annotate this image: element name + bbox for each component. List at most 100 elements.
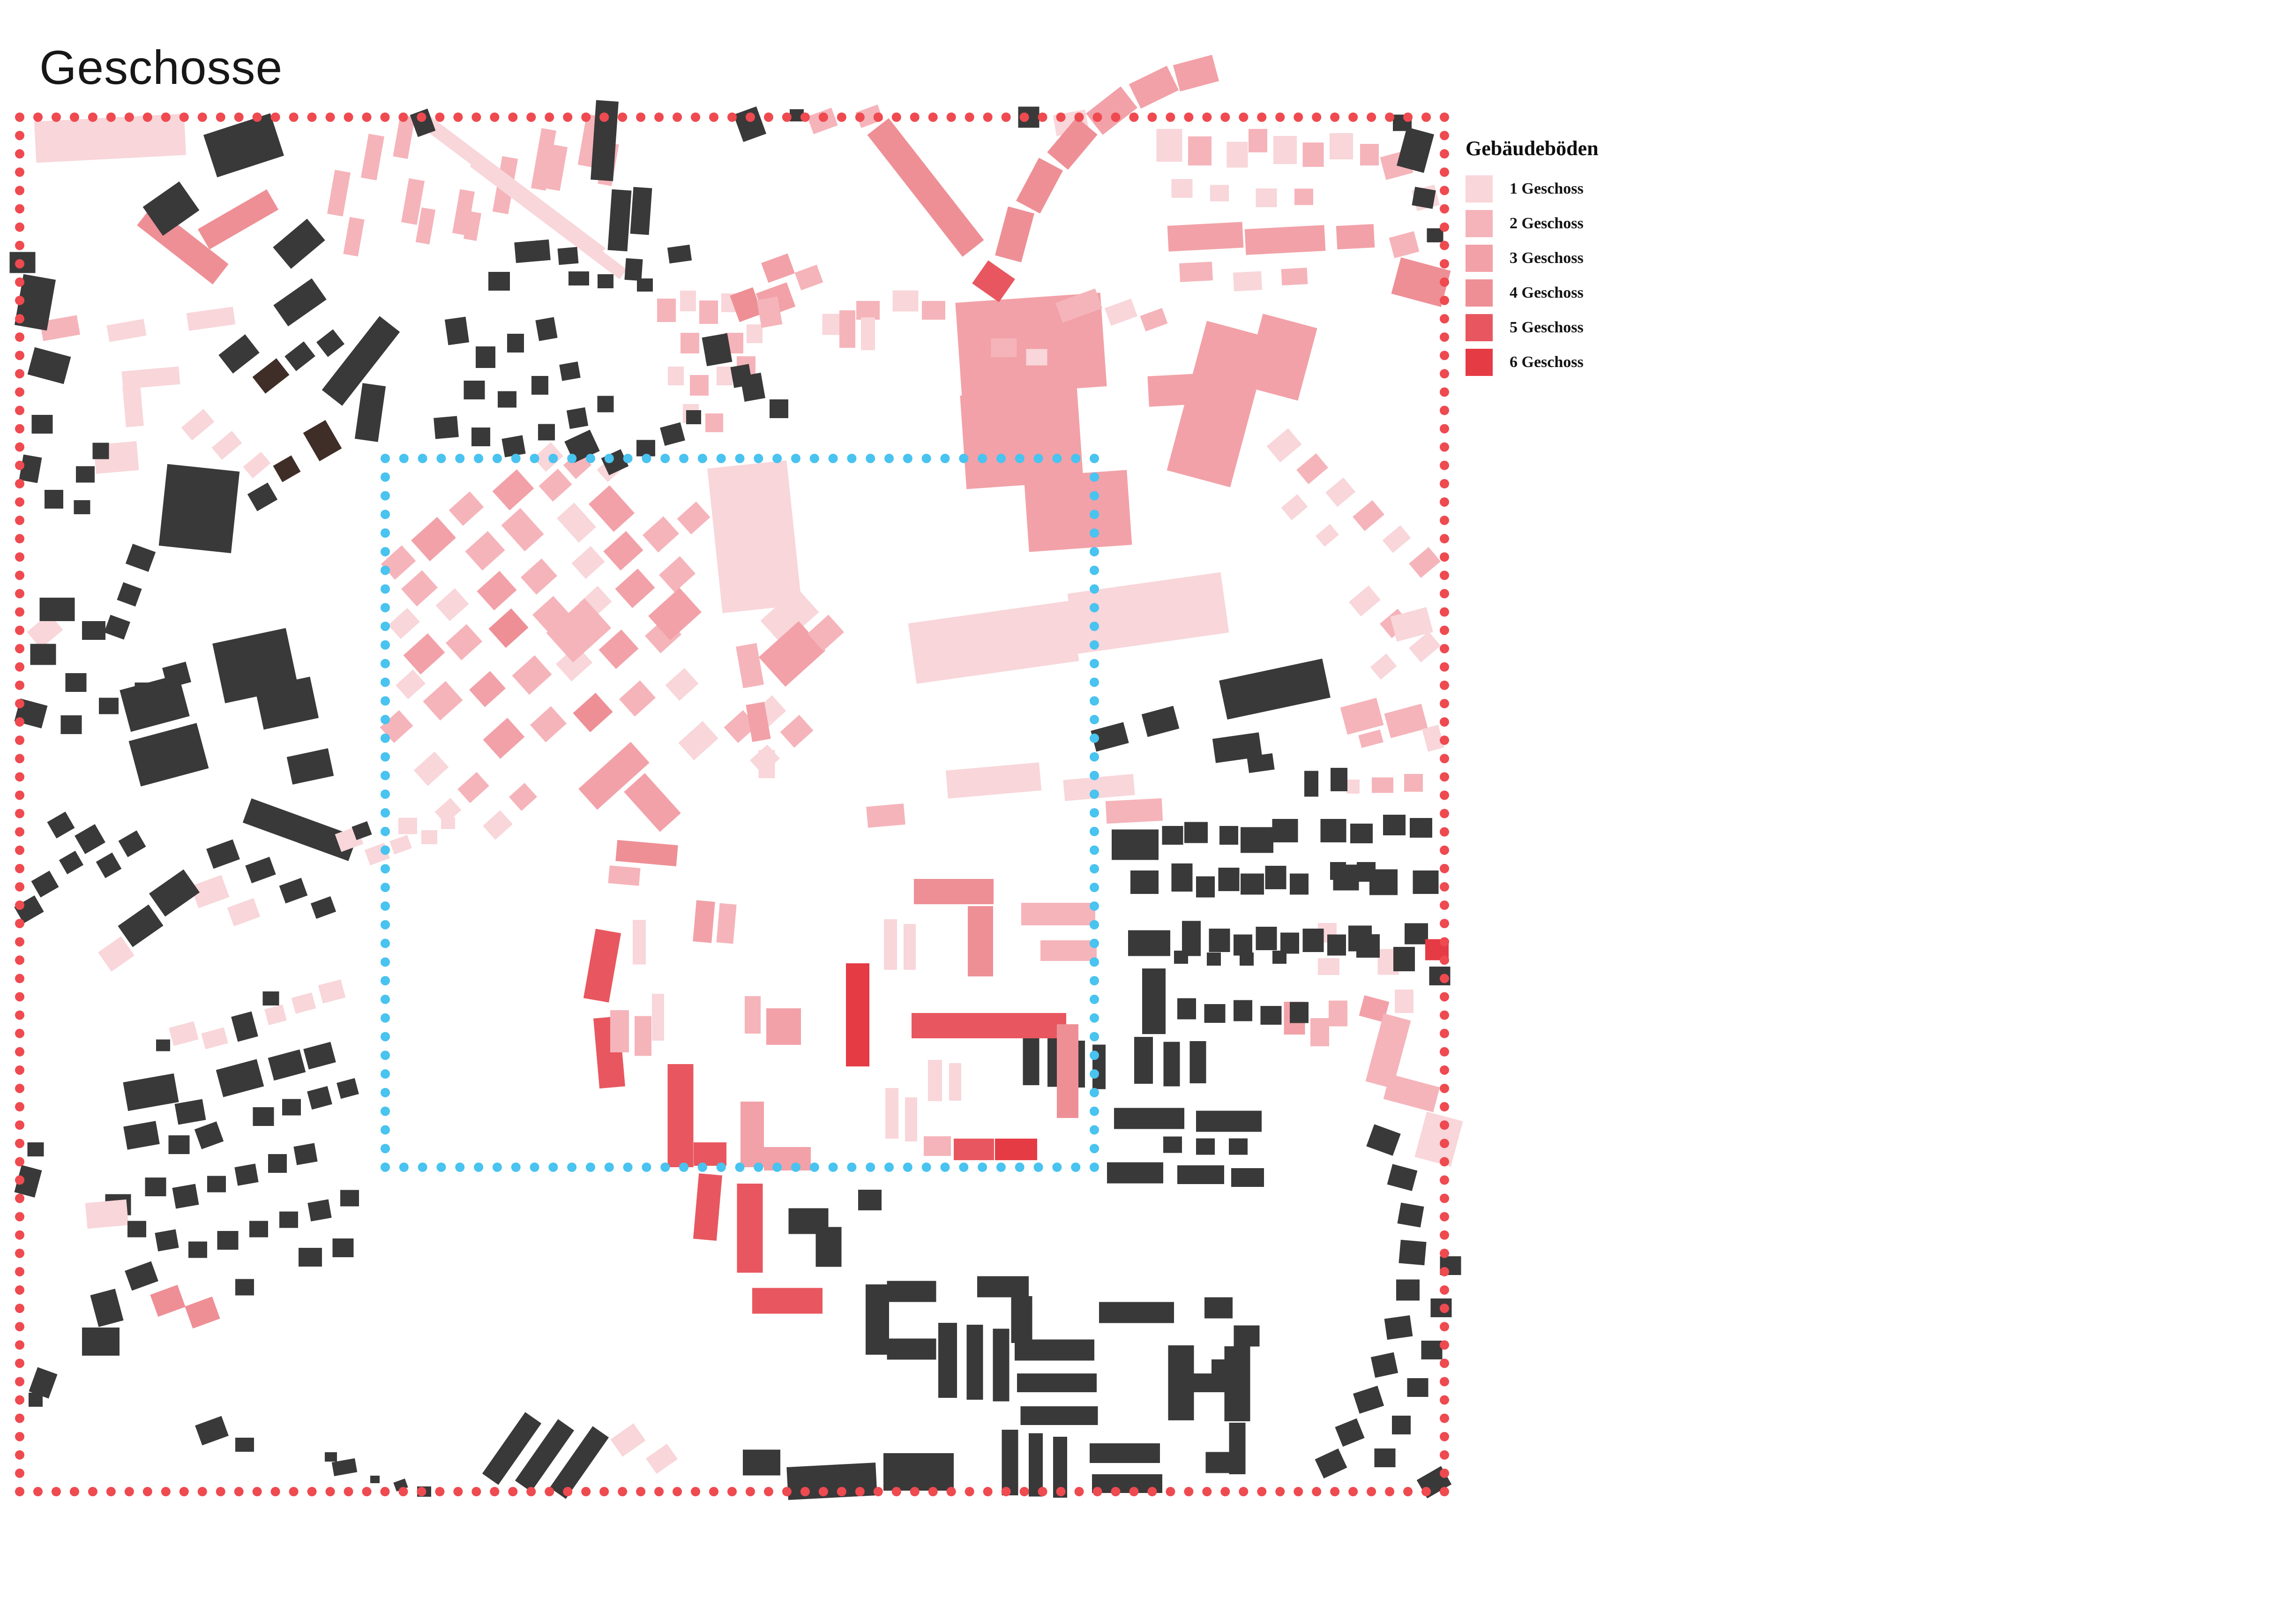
border-dot [978,1163,987,1172]
building-footprint [254,676,319,730]
legend-swatch [1466,279,1493,307]
border-dot [179,113,189,122]
building-footprint [636,440,655,457]
border-dot [983,113,993,122]
building-footprint [444,316,470,345]
border-dot [1440,1267,1449,1276]
border-dot [15,222,24,232]
building-floors-3 [1173,54,1219,92]
building-footprint [27,347,71,384]
building-floors-1 [610,1423,646,1457]
border-dot [623,1163,633,1172]
border-dot [161,113,171,122]
building-footprint [218,334,260,374]
border-dot [1090,510,1099,519]
border-dot [545,1487,554,1496]
building-floors-1 [1227,142,1248,168]
border-dot [1294,113,1303,122]
building-footprint [282,1099,301,1116]
building-floors-2 [1358,729,1384,748]
border-dot [996,1163,1006,1172]
border-dot [1166,113,1175,122]
building-floors-2 [520,558,558,595]
border-dot [1090,808,1099,818]
building-footprint [667,244,692,264]
building-footprint [117,582,142,607]
building-footprint [1209,929,1230,952]
building-footprint [45,490,63,509]
building-floors-1 [1370,653,1397,680]
building-footprint [1017,1373,1097,1392]
building-footprint [118,904,164,947]
building-footprint [127,1221,146,1238]
building-footprint [1260,1006,1282,1025]
border-dot [474,454,484,463]
building-floors-1 [949,1063,961,1101]
building-footprint [1162,826,1183,845]
legend-item: 3 Geschoss [1466,245,1728,272]
border-dot [15,259,24,269]
building-floors-2 [1365,1013,1411,1089]
building-footprint [858,1190,882,1210]
building-footprint [607,189,632,252]
border-dot [1440,204,1449,214]
border-dot [1019,1487,1029,1496]
border-dot [1440,1248,1449,1258]
building-footprint [76,466,95,483]
building-floors-2 [756,296,783,328]
border-dot [709,1487,719,1496]
building-footprint [1413,870,1439,894]
border-dot [15,900,24,910]
border-dot [1294,1487,1303,1496]
building-floors-3 [1129,66,1179,109]
building-floors-1 [668,367,684,385]
border-dot [1440,387,1449,397]
border-dot [455,454,465,463]
border-dot [1090,901,1099,911]
border-dot [289,113,299,122]
building-footprint [1023,1034,1040,1085]
building-floors-3 [477,570,517,611]
border-dot [381,1144,390,1154]
building-footprint [337,1078,359,1099]
building-footprint [1405,923,1428,945]
border-dot [15,589,24,599]
border-dot [435,113,445,122]
building-floors-2 [343,217,365,257]
building-floors-1 [928,1060,942,1101]
border-dot [642,1163,651,1172]
border-dot [654,1487,664,1496]
border-dot [1090,1032,1099,1042]
building-floors-1 [1104,298,1138,326]
border-dot [15,167,24,177]
border-dot [1440,1175,1449,1185]
border-dot [325,1487,335,1496]
border-dot [1440,1377,1449,1387]
border-dot [197,113,207,122]
border-dot [903,1163,912,1172]
border-dot [745,113,755,122]
border-dot [1111,1487,1121,1496]
building-floors-1 [904,924,916,970]
border-dot [1440,992,1449,1002]
border-dot [474,1163,484,1172]
building-footprint [1015,1339,1094,1361]
building-floors-2 [449,491,484,526]
building-floors-4 [1391,257,1451,307]
border-dot [754,1163,763,1172]
building-footprint [1399,1239,1427,1266]
border-dot [636,113,646,122]
building-footprint [531,376,548,395]
building-floors-5 [752,1288,823,1314]
border-dot [855,113,865,122]
building-footprint [1265,866,1286,889]
building-footprint [249,1221,268,1238]
building-footprint [273,218,325,269]
building-floors-1 [760,587,819,645]
border-dot [15,644,24,653]
border-dot [15,186,24,195]
legend-item: 2 Geschoss [1466,210,1728,237]
building-footprint [660,422,685,446]
building-footprint [1020,1406,1098,1425]
border-dot [1090,733,1099,743]
